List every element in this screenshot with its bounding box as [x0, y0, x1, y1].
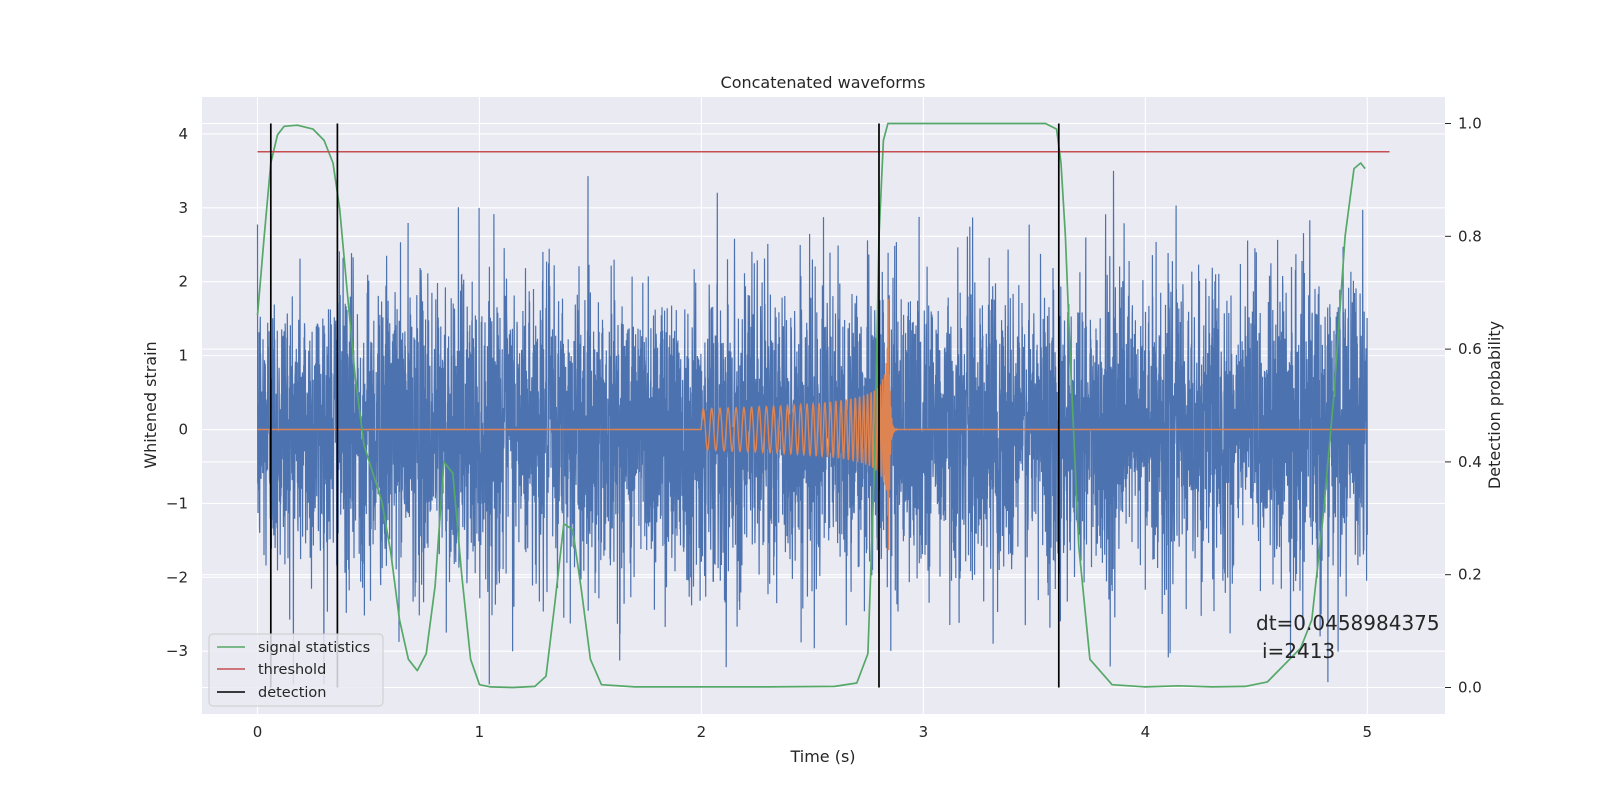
y-right-axis-label: Detection probability: [1485, 321, 1504, 489]
y-right-tick-label: 0.4: [1458, 453, 1482, 471]
y-tick-label: 2: [178, 273, 188, 291]
y-tick-label: −2: [166, 568, 188, 586]
ticks: 0 1 2 3 4 5 −3 −2 −1 0 1 2 3 4 0.0 0.2 0.4 0.6 0.8 1.0: [166, 115, 1482, 741]
y-tick-label: 4: [178, 125, 188, 143]
y-tick-label: −3: [166, 642, 188, 660]
legend-label-signal-statistics: signal statistics: [258, 640, 370, 656]
series-layer: [256, 122, 1390, 689]
annotation-dt: dt=0.0458984375: [1256, 611, 1440, 635]
y-tick-label: 1: [178, 347, 188, 365]
y-tick-label: 3: [178, 199, 188, 217]
y-right-tick-label: 1.0: [1458, 115, 1482, 133]
x-tick-label: 2: [697, 723, 707, 741]
y-tick-label: −1: [166, 494, 188, 512]
series-signal-statistics: [256, 122, 1366, 689]
x-tick-label: 3: [919, 723, 929, 741]
x-tick-label: 5: [1363, 723, 1373, 741]
y-right-tick-label: 0.8: [1458, 227, 1482, 245]
x-tick-label: 4: [1141, 723, 1151, 741]
y-axis-label: Whitened strain: [141, 341, 160, 468]
annotation-i: i=2413: [1262, 639, 1335, 663]
series-chirp-template: [257, 298, 1368, 551]
chart-title: Concatenated waveforms: [721, 73, 926, 92]
legend-label-threshold: threshold: [258, 662, 326, 678]
y-right-tick-label: 0.6: [1458, 340, 1482, 358]
y-right-tick-label: 0.2: [1458, 566, 1482, 584]
x-tick-label: 0: [253, 723, 263, 741]
legend: signal statistics threshold detection: [208, 633, 384, 707]
legend-box: [208, 633, 384, 707]
x-tick-label: 1: [475, 723, 485, 741]
series-noise-strain: [256, 170, 1368, 685]
y-right-tick-label: 0.0: [1458, 678, 1482, 696]
legend-label-detection: detection: [258, 685, 326, 701]
x-axis-label: Time (s): [789, 747, 855, 766]
y-tick-label: 0: [178, 421, 188, 439]
